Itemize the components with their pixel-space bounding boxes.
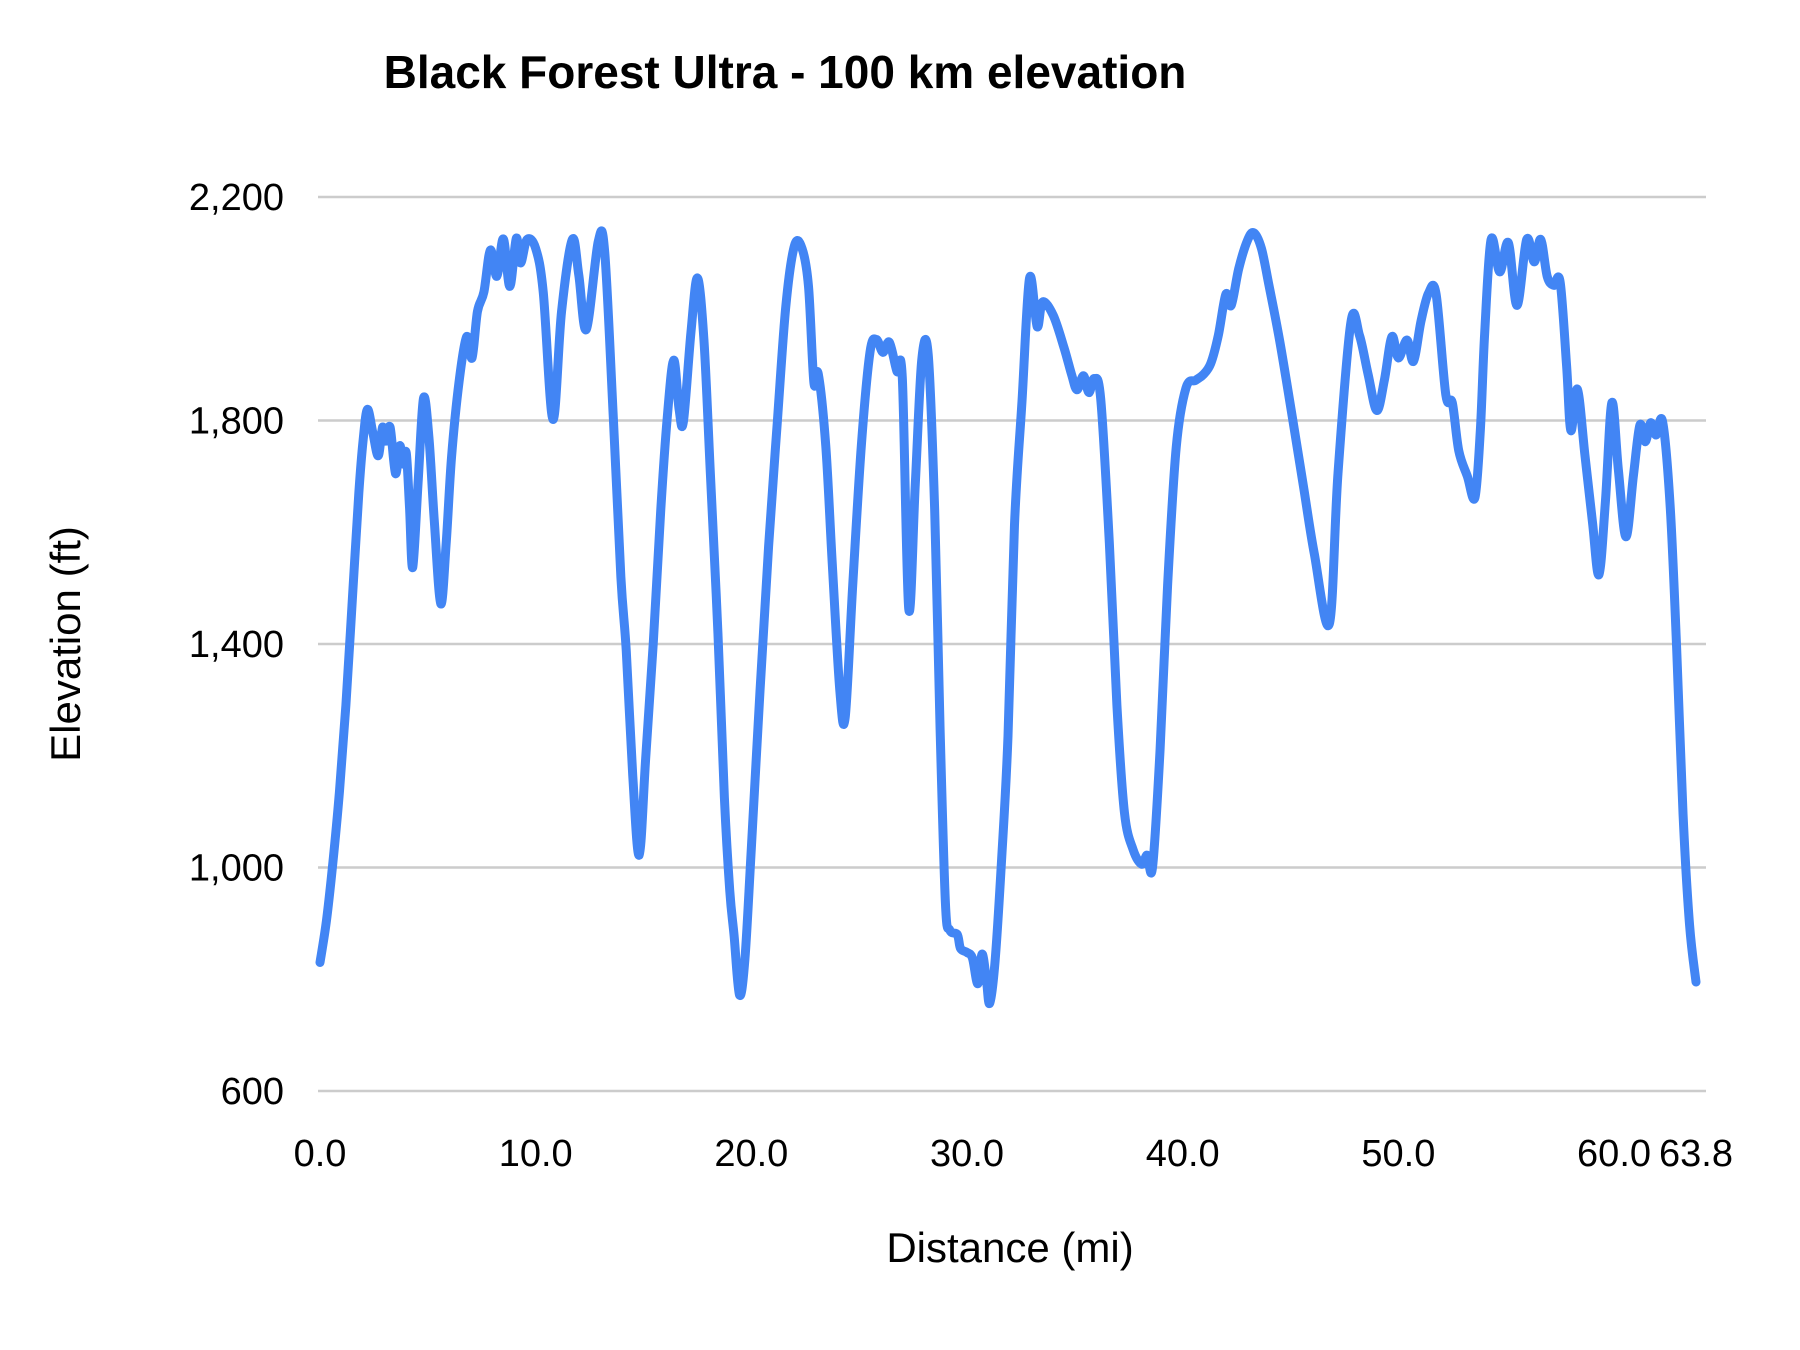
y-tick-label: 1,000	[189, 848, 284, 890]
x-tick-label: 0.0	[294, 1133, 347, 1175]
y-tick-label: 600	[221, 1071, 284, 1113]
y-tick-label: 1,400	[189, 624, 284, 666]
x-tick-label: 63.8	[1659, 1133, 1733, 1175]
y-tick-label: 1,800	[189, 401, 284, 443]
y-tick-label: 2,200	[189, 177, 284, 219]
series-layer	[315, 226, 1701, 1009]
elevation-series-line	[315, 226, 1701, 1009]
x-tick-label: 30.0	[930, 1133, 1004, 1175]
x-axis-title: Distance (mi)	[886, 1224, 1133, 1271]
x-tick-label: 60.0	[1577, 1133, 1651, 1175]
chart-title: Black Forest Ultra - 100 km elevation	[384, 46, 1187, 98]
x-axis-tick-labels: 0.0 10.0 20.0 30.0 40.0 50.0 60.0 63.8	[294, 1133, 1733, 1175]
x-tick-label: 10.0	[499, 1133, 573, 1175]
x-tick-label: 20.0	[714, 1133, 788, 1175]
x-tick-label: 40.0	[1146, 1133, 1220, 1175]
y-axis-title: Elevation (ft)	[42, 526, 89, 762]
x-tick-label: 50.0	[1361, 1133, 1435, 1175]
y-axis-tick-labels: 600 1,000 1,400 1,800 2,200	[189, 177, 284, 1113]
